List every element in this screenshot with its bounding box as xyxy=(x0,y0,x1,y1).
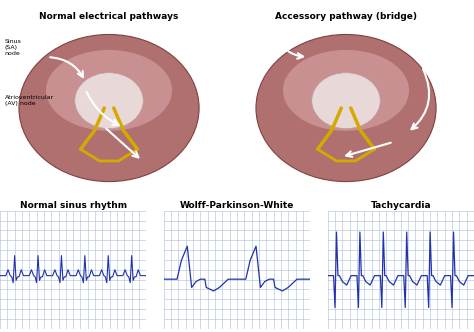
Ellipse shape xyxy=(312,73,380,128)
Ellipse shape xyxy=(283,50,409,131)
Ellipse shape xyxy=(75,73,143,128)
Title: Normal sinus rhythm: Normal sinus rhythm xyxy=(19,201,127,210)
Text: Normal electrical pathways: Normal electrical pathways xyxy=(39,12,179,21)
Text: Atrioventricular
(AV) node: Atrioventricular (AV) node xyxy=(5,95,54,106)
Ellipse shape xyxy=(46,50,172,131)
Text: Accessory pathway (bridge): Accessory pathway (bridge) xyxy=(275,12,417,21)
Title: Wolff-Parkinson-White: Wolff-Parkinson-White xyxy=(180,201,294,210)
Ellipse shape xyxy=(256,35,436,182)
Ellipse shape xyxy=(19,35,199,182)
Title: Tachycardia: Tachycardia xyxy=(371,201,431,210)
Text: Sinus
(SA)
node: Sinus (SA) node xyxy=(5,40,22,56)
